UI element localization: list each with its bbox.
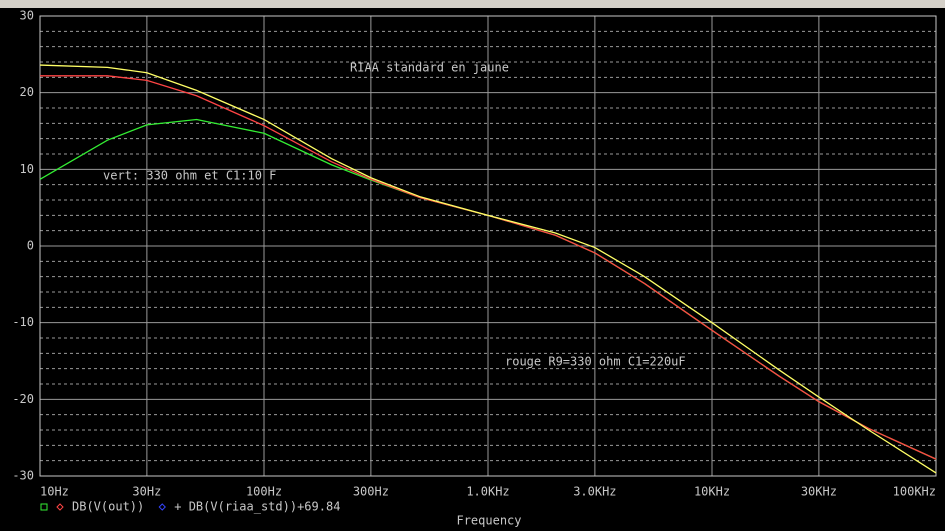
- legend-marker: [40, 503, 48, 511]
- x-tick-label: 300Hz: [353, 485, 389, 499]
- x-tick-label: 30Hz: [132, 485, 161, 499]
- x-tick-label: 100KHz: [893, 485, 936, 499]
- y-tick-label: 10: [20, 162, 34, 176]
- legend-label: DB(V(out)): [72, 500, 144, 514]
- annotation: RIAA standard en jaune: [350, 61, 509, 75]
- y-tick-label: 20: [20, 85, 34, 99]
- legend-marker: [158, 503, 166, 511]
- x-tick-label: 10KHz: [694, 485, 730, 499]
- y-tick-label: -10: [12, 315, 34, 329]
- x-tick-label: 30KHz: [801, 485, 837, 499]
- y-tick-label: 30: [20, 9, 34, 23]
- y-tick-label: 0: [27, 239, 34, 253]
- series-line: [39, 64, 937, 474]
- legend-label: + DB(V(riaa_std))+69.84: [174, 500, 340, 514]
- x-axis-label: Frequency: [456, 514, 521, 528]
- annotation: vert: 330 ohm et C1:10 F: [103, 169, 276, 183]
- window-chrome: [0, 0, 945, 8]
- legend-marker: [56, 503, 64, 511]
- x-tick-label: 10Hz: [40, 485, 69, 499]
- x-tick-label: 1.0KHz: [466, 485, 509, 499]
- plot-frame: [39, 15, 937, 477]
- y-tick-label: -20: [12, 392, 34, 406]
- x-tick-label: 100Hz: [246, 485, 282, 499]
- y-tick-label: -30: [12, 469, 34, 483]
- x-tick-label: 3.0KHz: [573, 485, 616, 499]
